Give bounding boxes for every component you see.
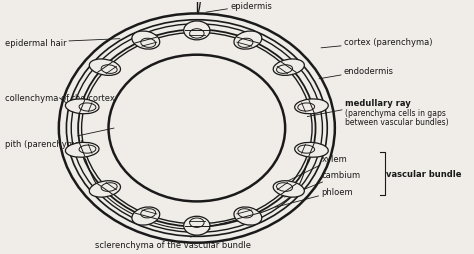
Ellipse shape xyxy=(298,146,315,154)
Text: sclerenchyma of the vascular bundle: sclerenchyma of the vascular bundle xyxy=(95,229,251,249)
Text: medullary ray: medullary ray xyxy=(307,99,410,117)
Ellipse shape xyxy=(184,216,210,235)
Ellipse shape xyxy=(238,39,253,48)
Ellipse shape xyxy=(234,207,262,225)
Ellipse shape xyxy=(238,209,253,218)
Ellipse shape xyxy=(89,60,120,76)
Ellipse shape xyxy=(101,183,117,192)
Text: epidermal hair: epidermal hair xyxy=(5,39,120,48)
Ellipse shape xyxy=(101,66,117,74)
Ellipse shape xyxy=(273,60,304,76)
Ellipse shape xyxy=(190,29,204,39)
Ellipse shape xyxy=(190,218,204,228)
Text: xylem: xylem xyxy=(275,154,347,187)
Ellipse shape xyxy=(89,181,120,197)
Text: cortex (parenchyma): cortex (parenchyma) xyxy=(321,38,432,49)
Ellipse shape xyxy=(79,146,96,154)
Ellipse shape xyxy=(234,32,262,50)
Text: cambium: cambium xyxy=(284,170,360,197)
Ellipse shape xyxy=(298,104,315,112)
Ellipse shape xyxy=(295,100,328,114)
Ellipse shape xyxy=(276,183,292,192)
Ellipse shape xyxy=(65,100,99,114)
Ellipse shape xyxy=(132,32,160,50)
Text: between vascular bundles): between vascular bundles) xyxy=(345,118,448,127)
Text: endodermis: endodermis xyxy=(319,66,394,80)
Ellipse shape xyxy=(141,39,155,48)
Text: collenchyma of the cortex: collenchyma of the cortex xyxy=(5,94,114,105)
Ellipse shape xyxy=(276,66,292,74)
Ellipse shape xyxy=(295,143,328,157)
Ellipse shape xyxy=(79,104,96,112)
Ellipse shape xyxy=(65,143,99,157)
Ellipse shape xyxy=(132,207,160,225)
Text: epidermis: epidermis xyxy=(206,2,272,13)
Text: phloem: phloem xyxy=(275,187,353,207)
Text: (parenchyma cells in gaps: (parenchyma cells in gaps xyxy=(345,109,446,118)
Text: pith (parenchyma): pith (parenchyma) xyxy=(5,129,114,148)
Ellipse shape xyxy=(184,22,210,41)
Text: vascular bundle: vascular bundle xyxy=(386,169,462,178)
Ellipse shape xyxy=(273,181,304,197)
Ellipse shape xyxy=(141,209,155,218)
